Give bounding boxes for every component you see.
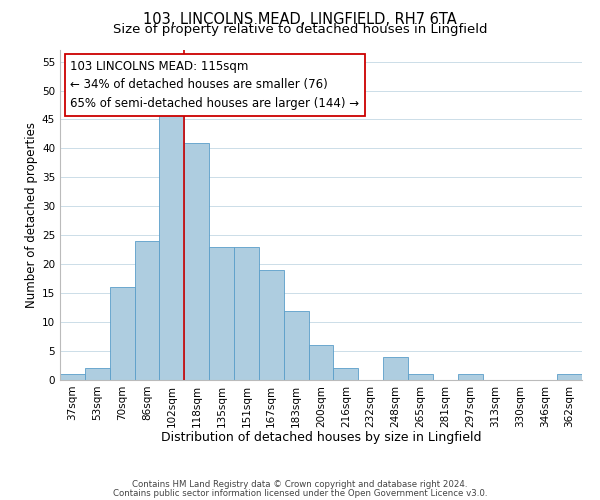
- Text: Contains public sector information licensed under the Open Government Licence v3: Contains public sector information licen…: [113, 488, 487, 498]
- Text: Size of property relative to detached houses in Lingfield: Size of property relative to detached ho…: [113, 22, 487, 36]
- Bar: [557, 374, 582, 380]
- Bar: [408, 374, 433, 380]
- Text: 103, LINCOLNS MEAD, LINGFIELD, RH7 6TA: 103, LINCOLNS MEAD, LINGFIELD, RH7 6TA: [143, 12, 457, 27]
- Text: 103 LINCOLNS MEAD: 115sqm
← 34% of detached houses are smaller (76)
65% of semi-: 103 LINCOLNS MEAD: 115sqm ← 34% of detac…: [70, 60, 359, 110]
- Bar: [334, 368, 358, 380]
- Bar: [160, 114, 184, 380]
- Bar: [458, 374, 482, 380]
- Bar: [85, 368, 110, 380]
- Bar: [209, 247, 234, 380]
- Y-axis label: Number of detached properties: Number of detached properties: [25, 122, 38, 308]
- Bar: [259, 270, 284, 380]
- X-axis label: Distribution of detached houses by size in Lingfield: Distribution of detached houses by size …: [161, 431, 481, 444]
- Bar: [234, 247, 259, 380]
- Bar: [184, 142, 209, 380]
- Bar: [110, 288, 134, 380]
- Bar: [284, 310, 308, 380]
- Text: Contains HM Land Registry data © Crown copyright and database right 2024.: Contains HM Land Registry data © Crown c…: [132, 480, 468, 489]
- Bar: [383, 357, 408, 380]
- Bar: [308, 346, 334, 380]
- Bar: [134, 241, 160, 380]
- Bar: [60, 374, 85, 380]
